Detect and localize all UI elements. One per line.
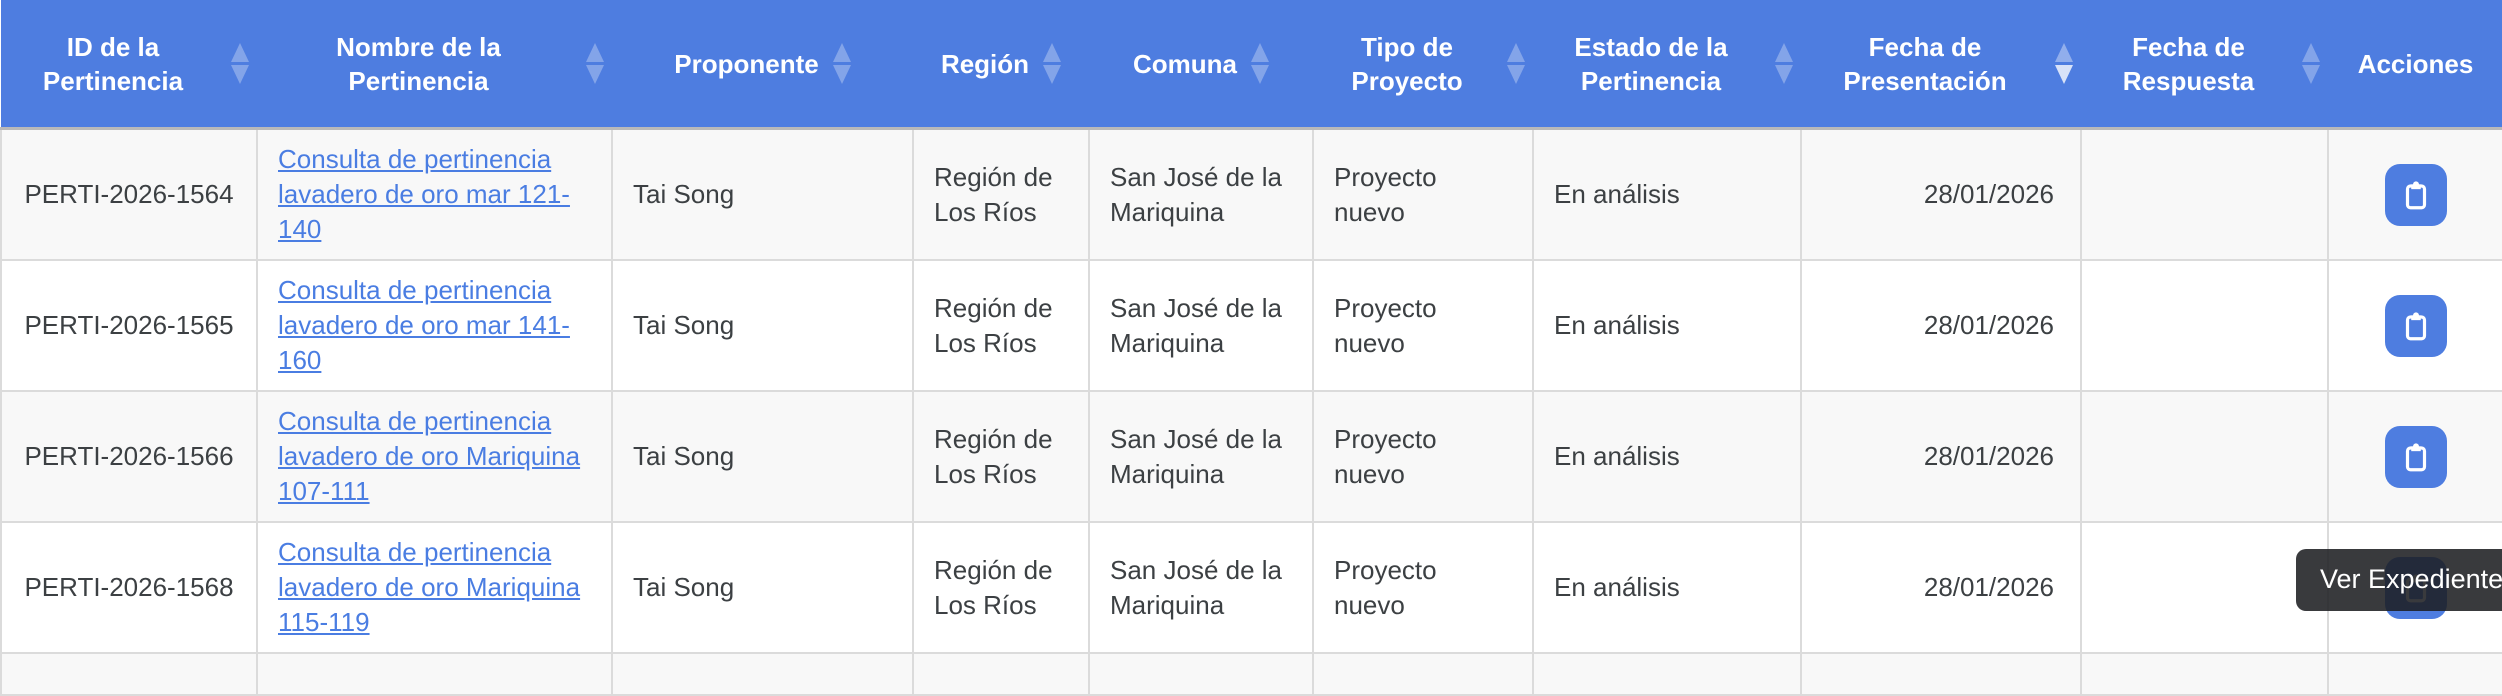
- cell-fecha-presentacion: 28/01/2026: [1800, 521, 2082, 654]
- cell-proponente: Tai Song: [611, 521, 914, 654]
- clipboard-icon: [2405, 311, 2426, 340]
- table-body: PERTI-2026-1564 Consulta de pertinencia …: [0, 127, 2502, 696]
- cell-region: Región de Los Ríos: [912, 390, 1090, 523]
- cell-acciones: [2327, 127, 2502, 261]
- cell-tipo-proyecto: Proyecto nuevo: [1312, 390, 1534, 523]
- sort-icon: [2302, 43, 2320, 84]
- ver-expediente-button[interactable]: [2384, 294, 2447, 357]
- table-row: PERTI-2026-1564 Consulta de pertinencia …: [0, 127, 2502, 261]
- column-header-id[interactable]: ID de la Pertinencia: [1, 0, 257, 130]
- cell-comuna: San José de la Mariquina: [1088, 521, 1314, 654]
- column-header-label: Tipo de Proyecto: [1351, 31, 1463, 96]
- cell-acciones: [2327, 390, 2502, 523]
- column-header-tipo-proyecto[interactable]: Tipo de Proyecto: [1313, 0, 1533, 130]
- cell-estado: En análisis: [1532, 127, 1802, 261]
- sort-desc-icon: [2055, 43, 2073, 84]
- cell-region: Región de Los Ríos: [912, 521, 1090, 654]
- cell-tipo-proyecto: Proyecto nuevo: [1312, 259, 1534, 392]
- sort-icon: [1507, 43, 1525, 84]
- table-row: PERTI-2026-1565 Consulta de pertinencia …: [0, 259, 2502, 392]
- cell-fecha-presentacion: 28/01/2026: [1800, 127, 2082, 261]
- cell-estado: En análisis: [1532, 259, 1802, 392]
- ver-expediente-button[interactable]: [2384, 425, 2447, 488]
- column-header-label: Comuna: [1133, 48, 1237, 79]
- column-header-acciones: Acciones: [2328, 0, 2502, 130]
- cell-region: Región de Los Ríos: [912, 127, 1090, 261]
- column-header-fecha-presentacion[interactable]: Fecha de Presentación: [1801, 0, 2081, 130]
- column-header-label: Nombre de la Pertinencia: [336, 31, 501, 96]
- cell-id: PERTI-2026-1566: [0, 390, 258, 523]
- cell-id: PERTI-2026-1568: [0, 521, 258, 654]
- column-header-region[interactable]: Región: [913, 0, 1089, 130]
- cell-nombre: Consulta de pertinencia lavadero de oro …: [256, 390, 613, 523]
- table-header: ID de la Pertinencia Nombre de la Pertin…: [1, 0, 2502, 130]
- sort-icon: [586, 43, 604, 84]
- cell-fecha-respuesta: [2080, 521, 2329, 654]
- ver-expediente-tooltip: Ver Expediente: [2296, 549, 2502, 611]
- cell-region: Región de Los Ríos: [912, 259, 1090, 392]
- table-row: PERTI-2026-1566 Consulta de pertinencia …: [0, 390, 2502, 523]
- ver-expediente-button[interactable]: [2384, 163, 2447, 226]
- pertinencia-link[interactable]: Consulta de pertinencia lavadero de oro …: [278, 537, 581, 637]
- pertinencia-link[interactable]: Consulta de pertinencia lavadero de oro …: [278, 406, 581, 506]
- pertinencia-link[interactable]: Consulta de pertinencia lavadero de oro …: [278, 275, 570, 375]
- cell-fecha-respuesta: [2080, 259, 2329, 392]
- cell-comuna: San José de la Mariquina: [1088, 390, 1314, 523]
- cell-id: PERTI-2026-1564: [0, 127, 258, 261]
- column-header-comuna[interactable]: Comuna: [1089, 0, 1313, 130]
- cell-proponente: Tai Song: [611, 259, 914, 392]
- column-header-nombre[interactable]: Nombre de la Pertinencia: [257, 0, 612, 130]
- cell-comuna: San José de la Mariquina: [1088, 259, 1314, 392]
- cell-proponente: Tai Song: [611, 127, 914, 261]
- column-header-label: Región: [940, 48, 1030, 79]
- sort-icon: [1775, 43, 1793, 84]
- clipboard-icon: [2405, 180, 2426, 209]
- pertinencia-link[interactable]: Consulta de pertinencia lavadero de oro …: [278, 144, 570, 244]
- column-header-label: Fecha de Respuesta: [2122, 31, 2255, 96]
- column-header-proponente[interactable]: Proponente: [612, 0, 913, 130]
- sort-icon: [231, 43, 249, 84]
- cell-proponente: Tai Song: [611, 390, 914, 523]
- cell-estado: En análisis: [1532, 521, 1802, 654]
- cell-comuna: San José de la Mariquina: [1088, 127, 1314, 261]
- cell-fecha-presentacion: 28/01/2026: [1800, 259, 2082, 392]
- column-header-fecha-respuesta[interactable]: Fecha de Respuesta: [2081, 0, 2328, 130]
- cell-fecha-respuesta: [2080, 127, 2329, 261]
- column-header-label: Fecha de Presentación: [1843, 31, 2007, 96]
- table-row: PERTI-2026-1568 Consulta de pertinencia …: [0, 521, 2502, 654]
- cell-tipo-proyecto: Proyecto nuevo: [1312, 521, 1534, 654]
- column-header-estado[interactable]: Estado de la Pertinencia: [1533, 0, 1801, 130]
- clipboard-icon: [2405, 442, 2426, 471]
- sort-icon: [832, 43, 851, 84]
- column-header-label: Acciones: [2357, 48, 2474, 79]
- sort-icon: [1251, 43, 1269, 84]
- cell-nombre: Consulta de pertinencia lavadero de oro …: [256, 259, 613, 392]
- sort-icon: [1043, 43, 1062, 84]
- cell-nombre: Consulta de pertinencia lavadero de oro …: [256, 521, 613, 654]
- cell-id: PERTI-2026-1565: [0, 259, 258, 392]
- column-header-label: Estado de la Pertinencia: [1574, 31, 1728, 96]
- partial-row: [0, 652, 2502, 696]
- column-header-label: Proponente: [674, 48, 819, 79]
- cell-estado: En análisis: [1532, 390, 1802, 523]
- cell-nombre: Consulta de pertinencia lavadero de oro …: [256, 127, 613, 261]
- cell-fecha-respuesta: [2080, 390, 2329, 523]
- cell-acciones: [2327, 259, 2502, 392]
- column-header-label: ID de la Pertinencia: [42, 31, 184, 96]
- cell-fecha-presentacion: 28/01/2026: [1800, 390, 2082, 523]
- cell-tipo-proyecto: Proyecto nuevo: [1312, 127, 1534, 261]
